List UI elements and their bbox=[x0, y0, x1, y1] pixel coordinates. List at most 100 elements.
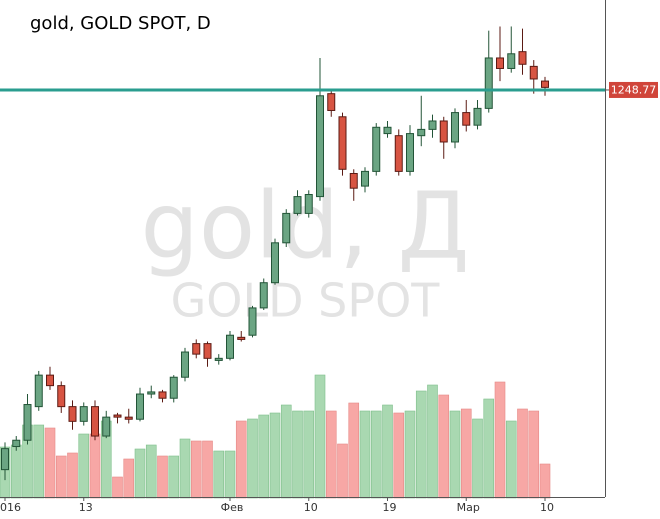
candle-body bbox=[293, 196, 302, 214]
volume-bar bbox=[539, 463, 551, 499]
candle-body bbox=[158, 391, 167, 399]
candle-body bbox=[1, 448, 9, 471]
candle-layer bbox=[1, 26, 549, 481]
watermark-sub: GOLD SPOT bbox=[171, 274, 441, 328]
candle-body bbox=[214, 357, 223, 361]
price-label: 1248.77 bbox=[611, 83, 657, 96]
volume-bar bbox=[269, 412, 281, 499]
candle-body bbox=[304, 193, 313, 214]
candle-body bbox=[46, 374, 54, 387]
x-tick-label: 10 bbox=[304, 501, 318, 514]
candle-body bbox=[327, 93, 336, 111]
x-tick-label: Мар bbox=[457, 501, 480, 514]
candle-body bbox=[316, 95, 324, 198]
x-tick-label: Фев bbox=[221, 501, 244, 514]
candle-body bbox=[136, 393, 144, 420]
candle-body bbox=[248, 307, 257, 336]
candle-body bbox=[496, 57, 504, 69]
candle-body bbox=[147, 391, 156, 395]
candle-body bbox=[57, 385, 66, 408]
volume-bar bbox=[112, 476, 123, 499]
volume-bar bbox=[280, 404, 292, 499]
candle-body bbox=[529, 65, 538, 80]
volume-bar bbox=[472, 418, 483, 499]
watermark-main: gold, Д bbox=[140, 172, 469, 279]
candle-body bbox=[12, 439, 21, 448]
candle-body bbox=[338, 116, 347, 170]
candle-body bbox=[473, 107, 482, 126]
watermark: gold, Д GOLD SPOT bbox=[140, 172, 469, 327]
volume-bar bbox=[528, 410, 540, 499]
volume-bar bbox=[427, 384, 438, 499]
candle-body bbox=[361, 170, 369, 187]
candle-body bbox=[507, 53, 516, 69]
candle-body bbox=[394, 135, 403, 172]
candle-body bbox=[282, 212, 291, 244]
candle-body bbox=[518, 51, 527, 65]
candle-body bbox=[203, 343, 212, 359]
volume-bar bbox=[325, 410, 337, 499]
candle-body bbox=[68, 406, 77, 422]
volume-bar bbox=[224, 450, 236, 499]
volume-bar bbox=[359, 410, 371, 499]
candle-body bbox=[102, 416, 111, 437]
candle-body bbox=[226, 334, 234, 359]
x-tick-label: 10 bbox=[540, 501, 554, 514]
volume-bar bbox=[404, 410, 416, 499]
candle-body bbox=[259, 282, 268, 309]
candle-body bbox=[462, 112, 471, 126]
volume-bar bbox=[190, 440, 202, 499]
candle-body bbox=[406, 133, 414, 172]
volume-bar bbox=[168, 455, 180, 499]
volume-bar bbox=[67, 452, 78, 499]
candle-body bbox=[34, 374, 43, 408]
candle-body bbox=[271, 242, 279, 284]
volume-bar bbox=[337, 443, 348, 499]
volume-bar bbox=[123, 458, 135, 499]
candle-body bbox=[124, 416, 133, 420]
volume-bar bbox=[202, 440, 213, 499]
volume-bar bbox=[10, 444, 22, 499]
volume-bar bbox=[348, 402, 360, 499]
volume-bar bbox=[314, 374, 326, 499]
candle-body bbox=[91, 406, 99, 437]
volume-bar bbox=[517, 408, 528, 499]
x-tick-label: 2016 bbox=[0, 501, 21, 514]
price-label-box bbox=[609, 81, 658, 98]
volume-bar bbox=[460, 408, 472, 499]
volume-bar bbox=[145, 444, 157, 499]
volume-bar bbox=[44, 427, 56, 499]
chart-title: gold, GOLD SPOT, D bbox=[30, 13, 211, 34]
candle-body bbox=[113, 414, 122, 418]
volume-bar bbox=[157, 455, 168, 499]
volume-bar bbox=[382, 404, 393, 499]
volume-bar bbox=[494, 381, 506, 499]
candle-body bbox=[428, 120, 437, 130]
candle-body bbox=[349, 172, 358, 189]
volume-bar bbox=[438, 394, 450, 499]
volume-bar bbox=[393, 412, 405, 499]
candle-body bbox=[439, 120, 448, 143]
volume-bar bbox=[415, 390, 427, 499]
volume-bar bbox=[179, 438, 191, 499]
candle-body bbox=[383, 126, 392, 135]
volume-bar bbox=[235, 420, 247, 499]
time-axis: 2016 13 Фев 10 19 Мар 10 bbox=[0, 497, 554, 514]
volume-layer bbox=[0, 374, 551, 499]
candle-body bbox=[237, 336, 246, 340]
candle-body bbox=[417, 128, 426, 137]
candle-body bbox=[451, 112, 459, 143]
candle-body bbox=[192, 343, 201, 355]
volume-bar bbox=[89, 433, 101, 499]
volume-bar bbox=[78, 433, 90, 499]
candle-body bbox=[169, 376, 178, 399]
candle-body bbox=[23, 404, 32, 441]
volume-bar bbox=[258, 414, 270, 499]
volume-bar bbox=[134, 448, 146, 499]
volume-bar bbox=[483, 398, 495, 499]
candle-body bbox=[484, 57, 493, 109]
volume-bar bbox=[55, 455, 67, 499]
x-tick-label: 19 bbox=[383, 501, 397, 514]
volume-bar bbox=[449, 410, 461, 499]
